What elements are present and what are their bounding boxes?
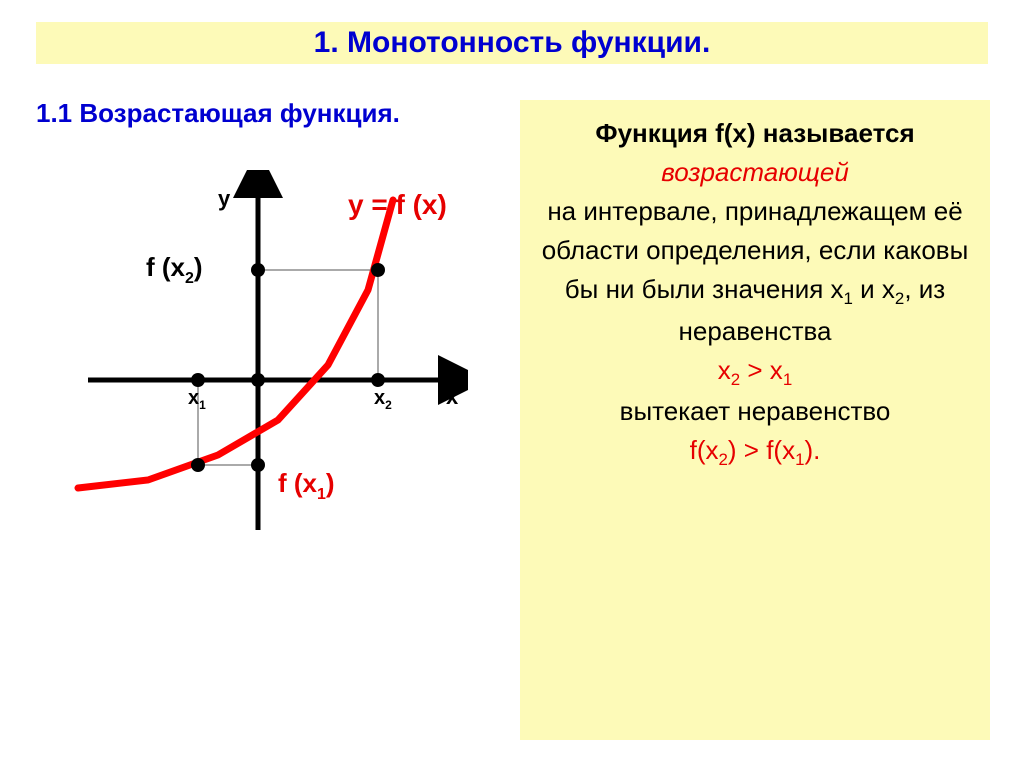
definition-line: на интервале, принадлежащем её области о…	[526, 192, 984, 351]
page: 1. Монотонность функции. 1.1 Возрастающа…	[0, 0, 1024, 768]
svg-text:у: у	[218, 186, 231, 211]
definition-line: Функция f(x) называется	[526, 114, 984, 153]
svg-text:x1: x1	[188, 387, 206, 412]
svg-text:f (x2): f (x2)	[146, 252, 203, 287]
definition-line: f(x2) > f(x1).	[526, 431, 984, 473]
subtitle-text: 1.1 Возрастающая функция.	[36, 98, 400, 129]
function-graph: у х у = f (x) f (x2) f (x1) x1 x2	[48, 170, 468, 550]
title-text: 1. Монотонность функции.	[314, 26, 711, 60]
definition-line: x2 > x1	[526, 351, 984, 393]
svg-text:x2: x2	[374, 387, 392, 412]
svg-text:у = f (x): у = f (x)	[348, 189, 447, 220]
definition-box: Функция f(x) называется возрастающей на …	[520, 100, 990, 740]
title-banner: 1. Монотонность функции.	[36, 22, 988, 64]
definition-line: возрастающей	[526, 153, 984, 192]
definition-line: вытекает неравенство	[526, 392, 984, 431]
svg-text:f (x1): f (x1)	[278, 468, 335, 503]
svg-text:х: х	[446, 384, 459, 409]
graph-svg: у х у = f (x) f (x2) f (x1) x1 x2	[48, 170, 468, 550]
